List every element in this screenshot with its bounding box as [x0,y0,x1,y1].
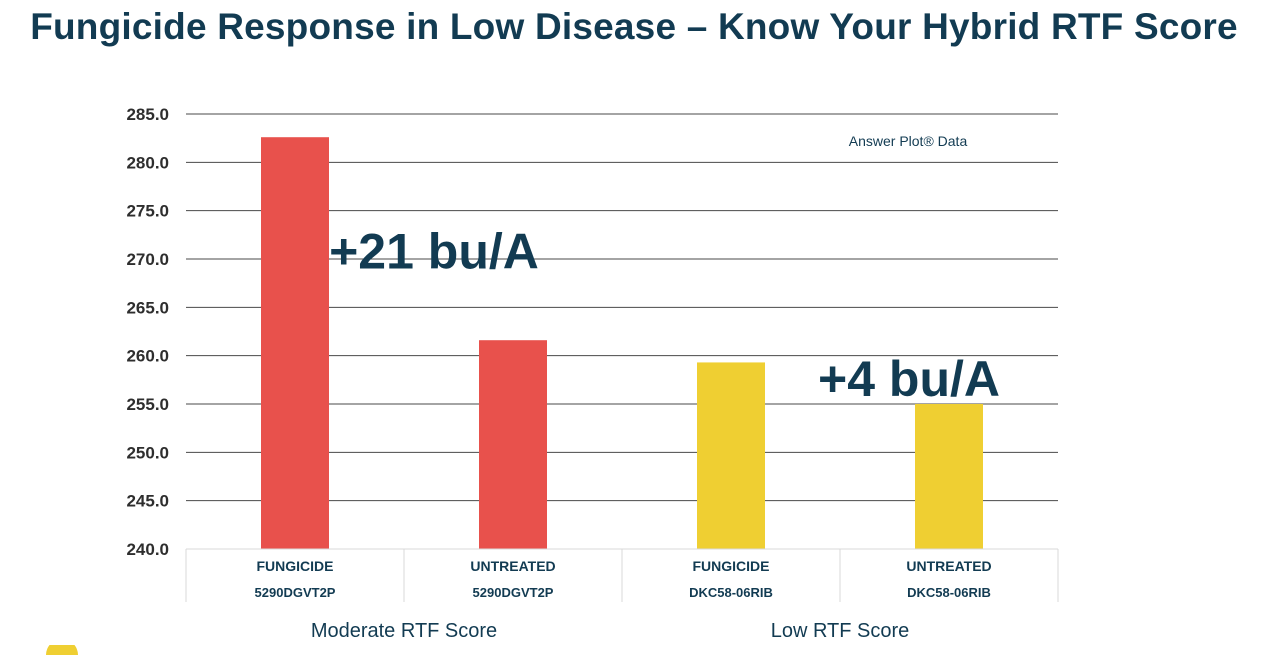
bar [479,340,547,549]
bar [697,362,765,549]
y-tick-label: 260.0 [126,347,169,366]
group-labels: Moderate RTF Score Low RTF Score [311,620,909,642]
category-label-line2: 5290DGVT2P [473,585,554,600]
category-label-line1: UNTREATED [470,558,555,574]
y-tick-label: 270.0 [126,250,169,269]
page-title: Fungicide Response in Low Disease – Know… [30,6,1238,47]
bar [915,404,983,549]
gridlines [186,113,1058,502]
category-table: FUNGICIDE 5290DGVT2P UNTREATED 5290DGVT2P FU… [185,548,1059,602]
annotations: +21 bu/A +4 bu/A [329,224,1000,407]
y-tick-label: 255.0 [126,395,169,414]
category-label-line2: DKC58-06RIB [907,585,991,600]
logo-fragment [46,645,78,655]
yield-difference-annotation: +4 bu/A [818,351,1000,407]
category-label-line1: FUNGICIDE [693,558,770,574]
category-label-line2: DKC58-06RIB [689,585,773,600]
y-tick-label: 265.0 [126,298,169,317]
yield-difference-annotation: +21 bu/A [329,224,539,280]
y-tick-label: 240.0 [126,540,169,559]
y-tick-label: 280.0 [126,153,169,172]
y-tick-label: 245.0 [126,492,169,511]
category-label-line1: FUNGICIDE [257,558,334,574]
group-label: Low RTF Score [771,620,910,642]
y-tick-label: 285.0 [126,105,169,124]
bars [261,137,983,549]
category-label-line1: UNTREATED [906,558,991,574]
y-axis-tick-labels: 240.0 245.0 250.0 255.0 260.0 265.0 270.0 275.0… [126,105,169,559]
y-tick-label: 275.0 [126,202,169,221]
y-tick-label: 250.0 [126,443,169,462]
source-note: Answer Plot® Data [849,133,968,149]
category-label-line2: 5290DGVT2P [255,585,336,600]
group-label: Moderate RTF Score [311,620,497,642]
bar [261,137,329,549]
